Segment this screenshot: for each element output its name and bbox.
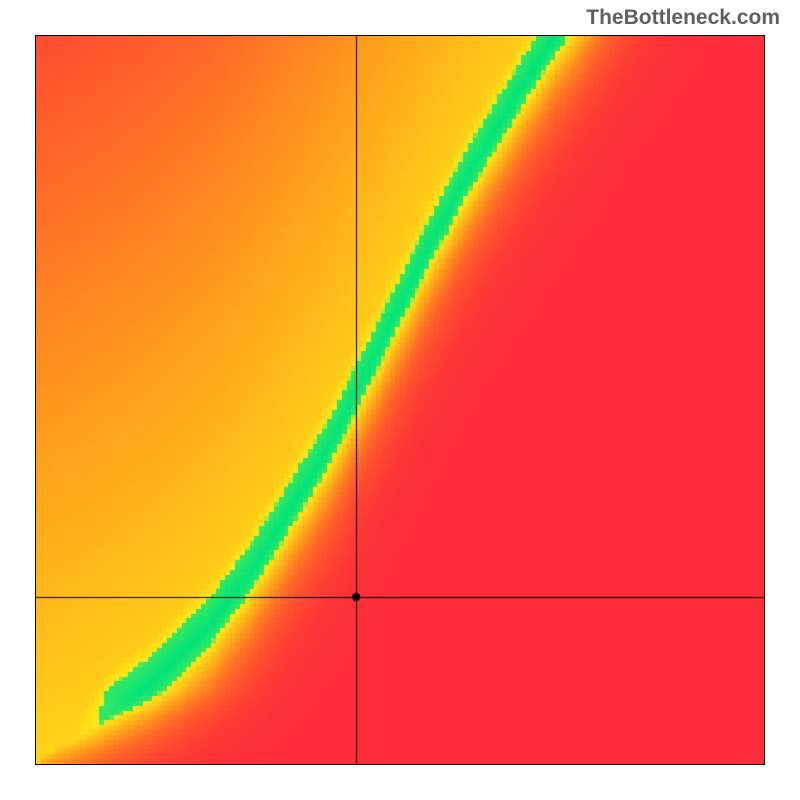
chart-container: TheBottleneck.com [0, 0, 800, 800]
attribution-label: TheBottleneck.com [586, 6, 780, 30]
overlay-canvas [35, 35, 765, 765]
plot-area [35, 35, 765, 765]
